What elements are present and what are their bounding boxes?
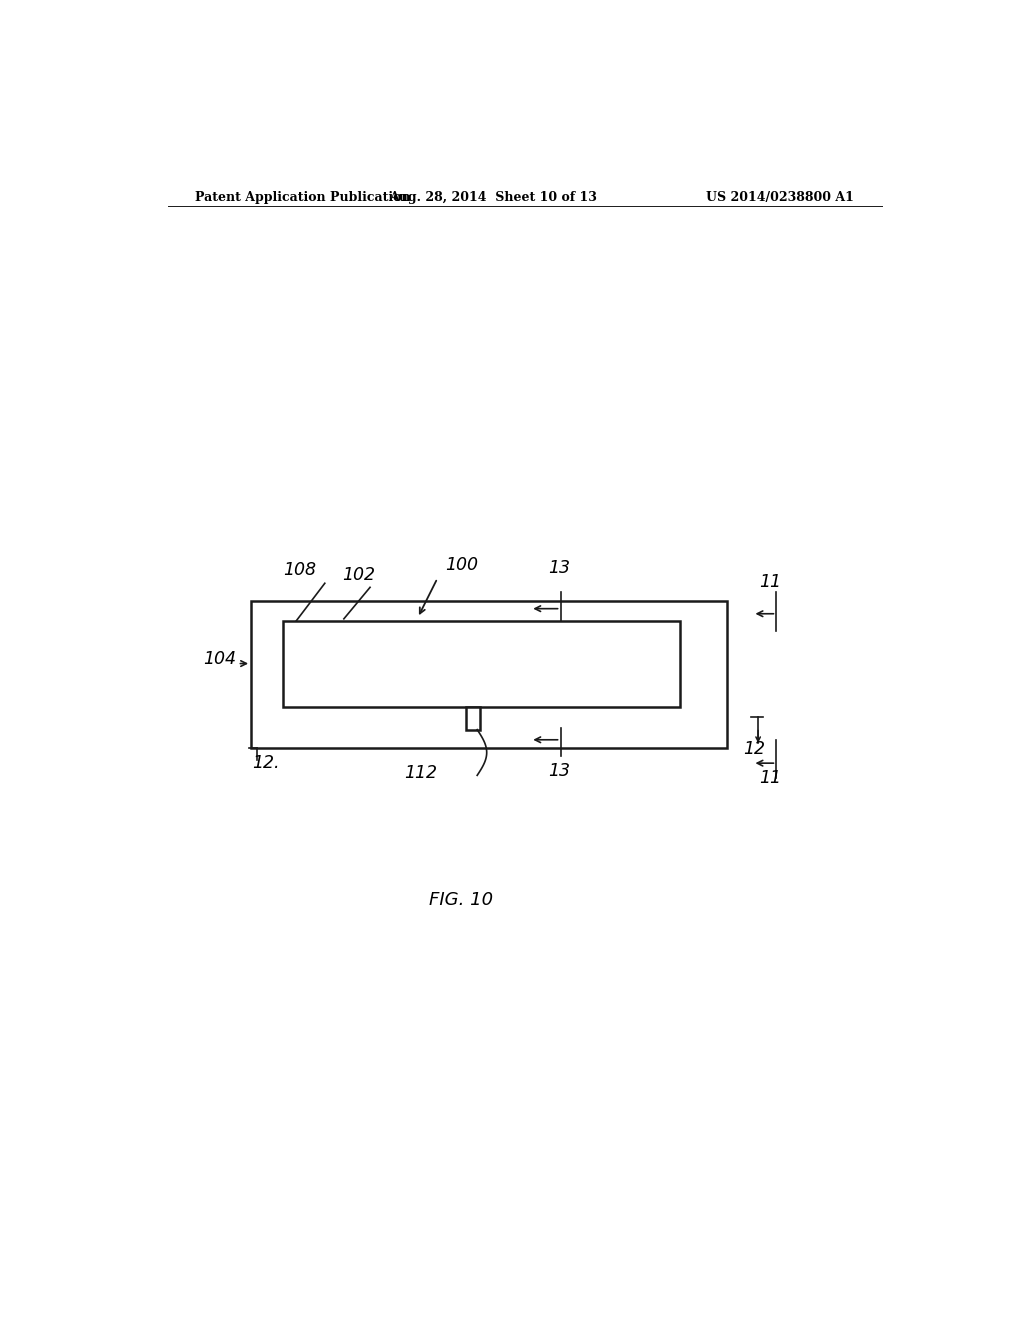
Text: 12: 12 [743, 741, 765, 758]
Text: 100: 100 [445, 556, 478, 574]
Text: FIG. 10: FIG. 10 [429, 891, 494, 909]
Text: US 2014/0238800 A1: US 2014/0238800 A1 [707, 190, 854, 203]
Text: 12.: 12. [253, 754, 281, 772]
Text: 13: 13 [549, 763, 570, 780]
Text: 102: 102 [342, 566, 375, 585]
Text: 104: 104 [204, 649, 237, 668]
Text: 108: 108 [283, 561, 315, 579]
Bar [283, 620, 680, 708]
Bar [466, 708, 480, 730]
Text: Aug. 28, 2014  Sheet 10 of 13: Aug. 28, 2014 Sheet 10 of 13 [389, 190, 597, 203]
Text: Patent Application Publication: Patent Application Publication [196, 190, 411, 203]
Text: 112: 112 [404, 764, 437, 783]
Bar [251, 601, 727, 748]
Text: 13: 13 [549, 560, 570, 577]
Text: 11: 11 [759, 770, 781, 788]
Text: 11: 11 [759, 573, 781, 591]
